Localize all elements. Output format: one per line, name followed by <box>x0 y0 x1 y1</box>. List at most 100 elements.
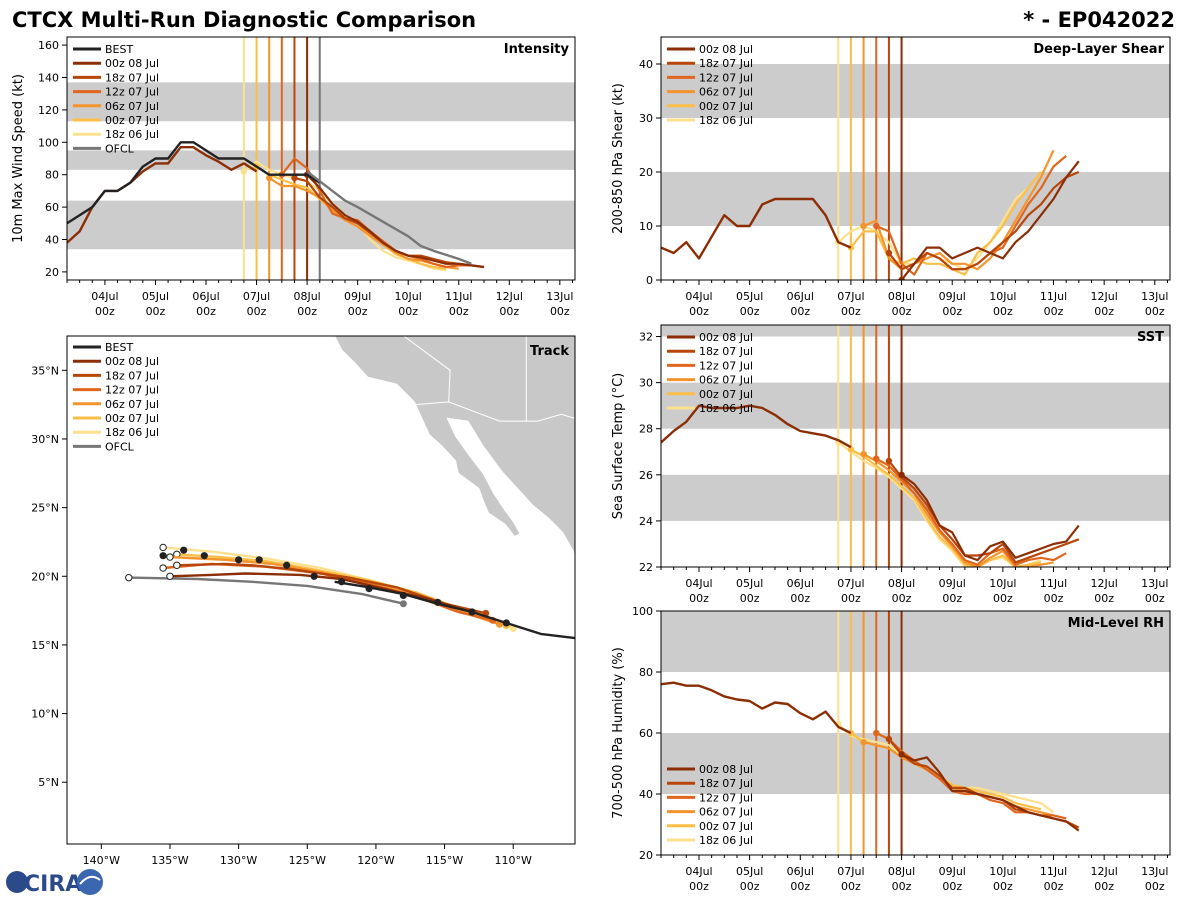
shear-legend-label: 18z 06 Jul <box>699 114 753 127</box>
shear-series-start-dot <box>885 249 893 257</box>
rh-series-line <box>661 681 852 735</box>
intensity-band <box>67 150 575 170</box>
intensity-band <box>67 82 575 122</box>
intensity-legend-label: 06z 07 Jul <box>105 100 159 113</box>
track-lon-label: 125°W <box>289 854 326 867</box>
rh-ytick-label: 40 <box>639 788 653 801</box>
best-position-dot <box>310 572 318 580</box>
rh-xtick-label: 12Jul <box>1091 865 1118 878</box>
best-position-dot <box>255 556 263 564</box>
rh-xtick-sublabel: 00z <box>1094 880 1114 893</box>
shear-xtick-sublabel: 00z <box>740 305 760 318</box>
track-legend-label: 00z 07 Jul <box>105 412 159 425</box>
shear-frame <box>660 36 1171 281</box>
rh-series-line <box>901 753 1080 832</box>
sst-series-line <box>837 441 1042 567</box>
rh-legend-label: 00z 07 Jul <box>699 820 753 833</box>
intensity-xtick-label: 12Jul <box>496 290 523 303</box>
rh-xtick-label: 05Jul <box>736 865 763 878</box>
shear-ylabel: 200-850 hPa Shear (kt) <box>611 83 626 234</box>
track-legend-label: 06z 07 Jul <box>105 398 159 411</box>
rh-xtick-label: 04Jul <box>685 865 712 878</box>
intensity-ytick-label: 160 <box>38 39 59 52</box>
rh-ytick-label: 100 <box>632 605 653 618</box>
shear-title: Deep-Layer Shear <box>1033 42 1164 57</box>
intensity-xtick-sublabel: 00z <box>247 305 267 318</box>
intensity-xtick-label: 09Jul <box>344 290 371 303</box>
shear-legend-label: 00z 07 Jul <box>699 100 753 113</box>
shear-xtick-sublabel: 00z <box>790 305 810 318</box>
intensity-series-line <box>306 173 485 269</box>
shear-xtick-label: 09Jul <box>939 290 966 303</box>
rh-legend-label: 06z 07 Jul <box>699 806 753 819</box>
shear-xtick-sublabel: 00z <box>1044 305 1064 318</box>
intensity-xtick-label: 08Jul <box>293 290 320 303</box>
shear-xtick-label: 08Jul <box>888 290 915 303</box>
logo-globe-icon <box>6 871 28 893</box>
track-lon-label: 130°W <box>220 854 257 867</box>
intensity-xtick-sublabel: 00z <box>297 305 317 318</box>
rh-series-line <box>863 741 1054 817</box>
sst-series-start-dot <box>873 455 880 462</box>
logo-swirl-mark <box>79 875 101 885</box>
shear-series-line <box>661 197 852 260</box>
track-panel: 140°W 135°W 130°W 125°W 120°W 115°W 110°W 5°N 10… <box>31 335 576 867</box>
sst-series-start-dot <box>885 457 893 465</box>
sst-series-start-dot <box>847 446 855 453</box>
ofcl-end-dot <box>125 573 133 582</box>
shear-band <box>661 64 1170 118</box>
sst-xtick-sublabel: 00z <box>1044 592 1064 605</box>
sst-frame <box>660 324 1171 568</box>
shear-series-start-dot <box>898 276 905 280</box>
sst-series-start-dot <box>860 450 867 458</box>
shear-xtick-label: 10Jul <box>989 290 1016 303</box>
sst-legend-label: 06z 07 Jul <box>699 374 753 387</box>
sst-xtick-sublabel: 00z <box>892 592 912 605</box>
rh-xtick-sublabel: 00z <box>1044 880 1064 893</box>
sst-xtick-sublabel: 00z <box>1145 592 1165 605</box>
sst-xtick-label: 05Jul <box>736 577 763 590</box>
shear-xtick-sublabel: 00z <box>892 305 912 318</box>
track-title: Track <box>530 344 569 359</box>
shear-ytick-label: 0 <box>646 274 653 287</box>
intensity-xtick-sublabel: 00z <box>95 305 115 318</box>
intensity-xtick-label: 07Jul <box>243 290 270 303</box>
rh-series-start-dot <box>885 735 893 743</box>
intensity-xtick-sublabel: 00z <box>348 305 368 318</box>
rh-ytick-label: 60 <box>639 727 653 740</box>
rh-xtick-label: 13Jul <box>1141 865 1168 878</box>
sst-xtick-label: 12Jul <box>1091 577 1118 590</box>
intensity-ylabel: 10m Max Wind Speed (kt) <box>11 74 26 243</box>
track-lat-label: 20°N <box>31 570 59 583</box>
rh-series-start-dot <box>860 738 867 746</box>
track-legend-label: 18z 07 Jul <box>105 369 159 382</box>
sst-panel: 22 24 26 28 30 32 04Jul 00z 05Jul 00z 06Jul 00z 07Ju… <box>611 324 1171 605</box>
intensity-series-start-dot <box>265 174 273 182</box>
rh-xtick-label: 09Jul <box>939 865 966 878</box>
sst-xtick-sublabel: 00z <box>740 592 760 605</box>
intensity-xtick-sublabel: 00z <box>196 305 216 318</box>
track-end-dot <box>173 561 181 569</box>
shear-legend-label: 18z 07 Jul <box>699 57 753 70</box>
ofcl-start-dot <box>399 600 407 608</box>
rh-xtick-sublabel: 00z <box>790 880 810 893</box>
intensity-band <box>67 200 575 250</box>
intensity-legend-label: 12z 07 Jul <box>105 86 159 99</box>
intensity-xtick-label: 05Jul <box>142 290 169 303</box>
intensity-legend-label: 00z 07 Jul <box>105 114 159 127</box>
rh-legend-label: 12z 07 Jul <box>699 791 753 804</box>
rh-xtick-sublabel: 00z <box>993 880 1013 893</box>
land-mass <box>314 336 575 563</box>
best-position-dot <box>180 546 188 554</box>
intensity-series-start-dot <box>240 168 248 175</box>
sst-ytick-label: 32 <box>639 331 653 344</box>
sst-series-line <box>850 448 1042 567</box>
sst-xtick-sublabel: 00z <box>841 592 861 605</box>
best-position-dot <box>502 619 510 627</box>
shear-ytick-label: 10 <box>639 220 653 233</box>
track-legend-label: 00z 08 Jul <box>105 355 159 368</box>
sst-ylabel: Sea Surface Temp (°C) <box>611 373 626 520</box>
shear-xtick-sublabel: 00z <box>841 305 861 318</box>
rh-xtick-sublabel: 00z <box>841 880 861 893</box>
